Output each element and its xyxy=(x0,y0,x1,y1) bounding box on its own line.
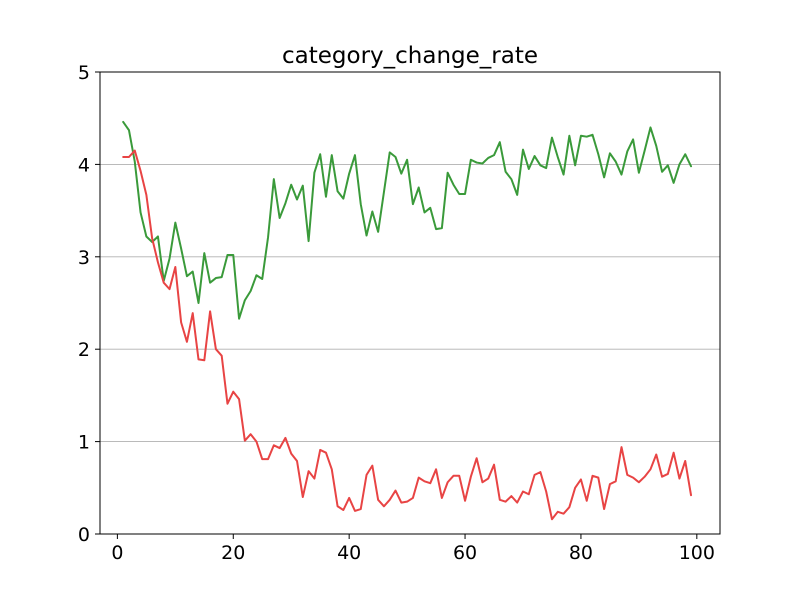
y-tick-label: 1 xyxy=(78,432,90,454)
series-line-1 xyxy=(122,120,693,320)
y-tick-label: 0 xyxy=(78,524,90,546)
x-axis: 0 20 40 60 80 100 xyxy=(111,534,715,564)
series-line-2 xyxy=(122,149,693,521)
y-tick-label: 4 xyxy=(78,154,90,176)
x-tick-label: 20 xyxy=(221,542,245,564)
x-tick-label: 40 xyxy=(337,542,361,564)
y-axis: 0 1 2 3 4 5 xyxy=(78,62,100,546)
x-tick-label: 100 xyxy=(679,542,715,564)
y-gridlines xyxy=(100,163,720,443)
x-tick-label: 60 xyxy=(453,542,477,564)
y-tick-label: 5 xyxy=(78,62,90,84)
series-lines xyxy=(122,120,693,521)
plot-frame xyxy=(99,71,721,535)
x-tick-label: 0 xyxy=(111,542,123,564)
y-tick-label: 3 xyxy=(78,247,90,269)
y-tick-label: 2 xyxy=(78,339,90,361)
chart-title: category_change_rate xyxy=(282,43,538,69)
x-tick-label: 80 xyxy=(569,542,593,564)
